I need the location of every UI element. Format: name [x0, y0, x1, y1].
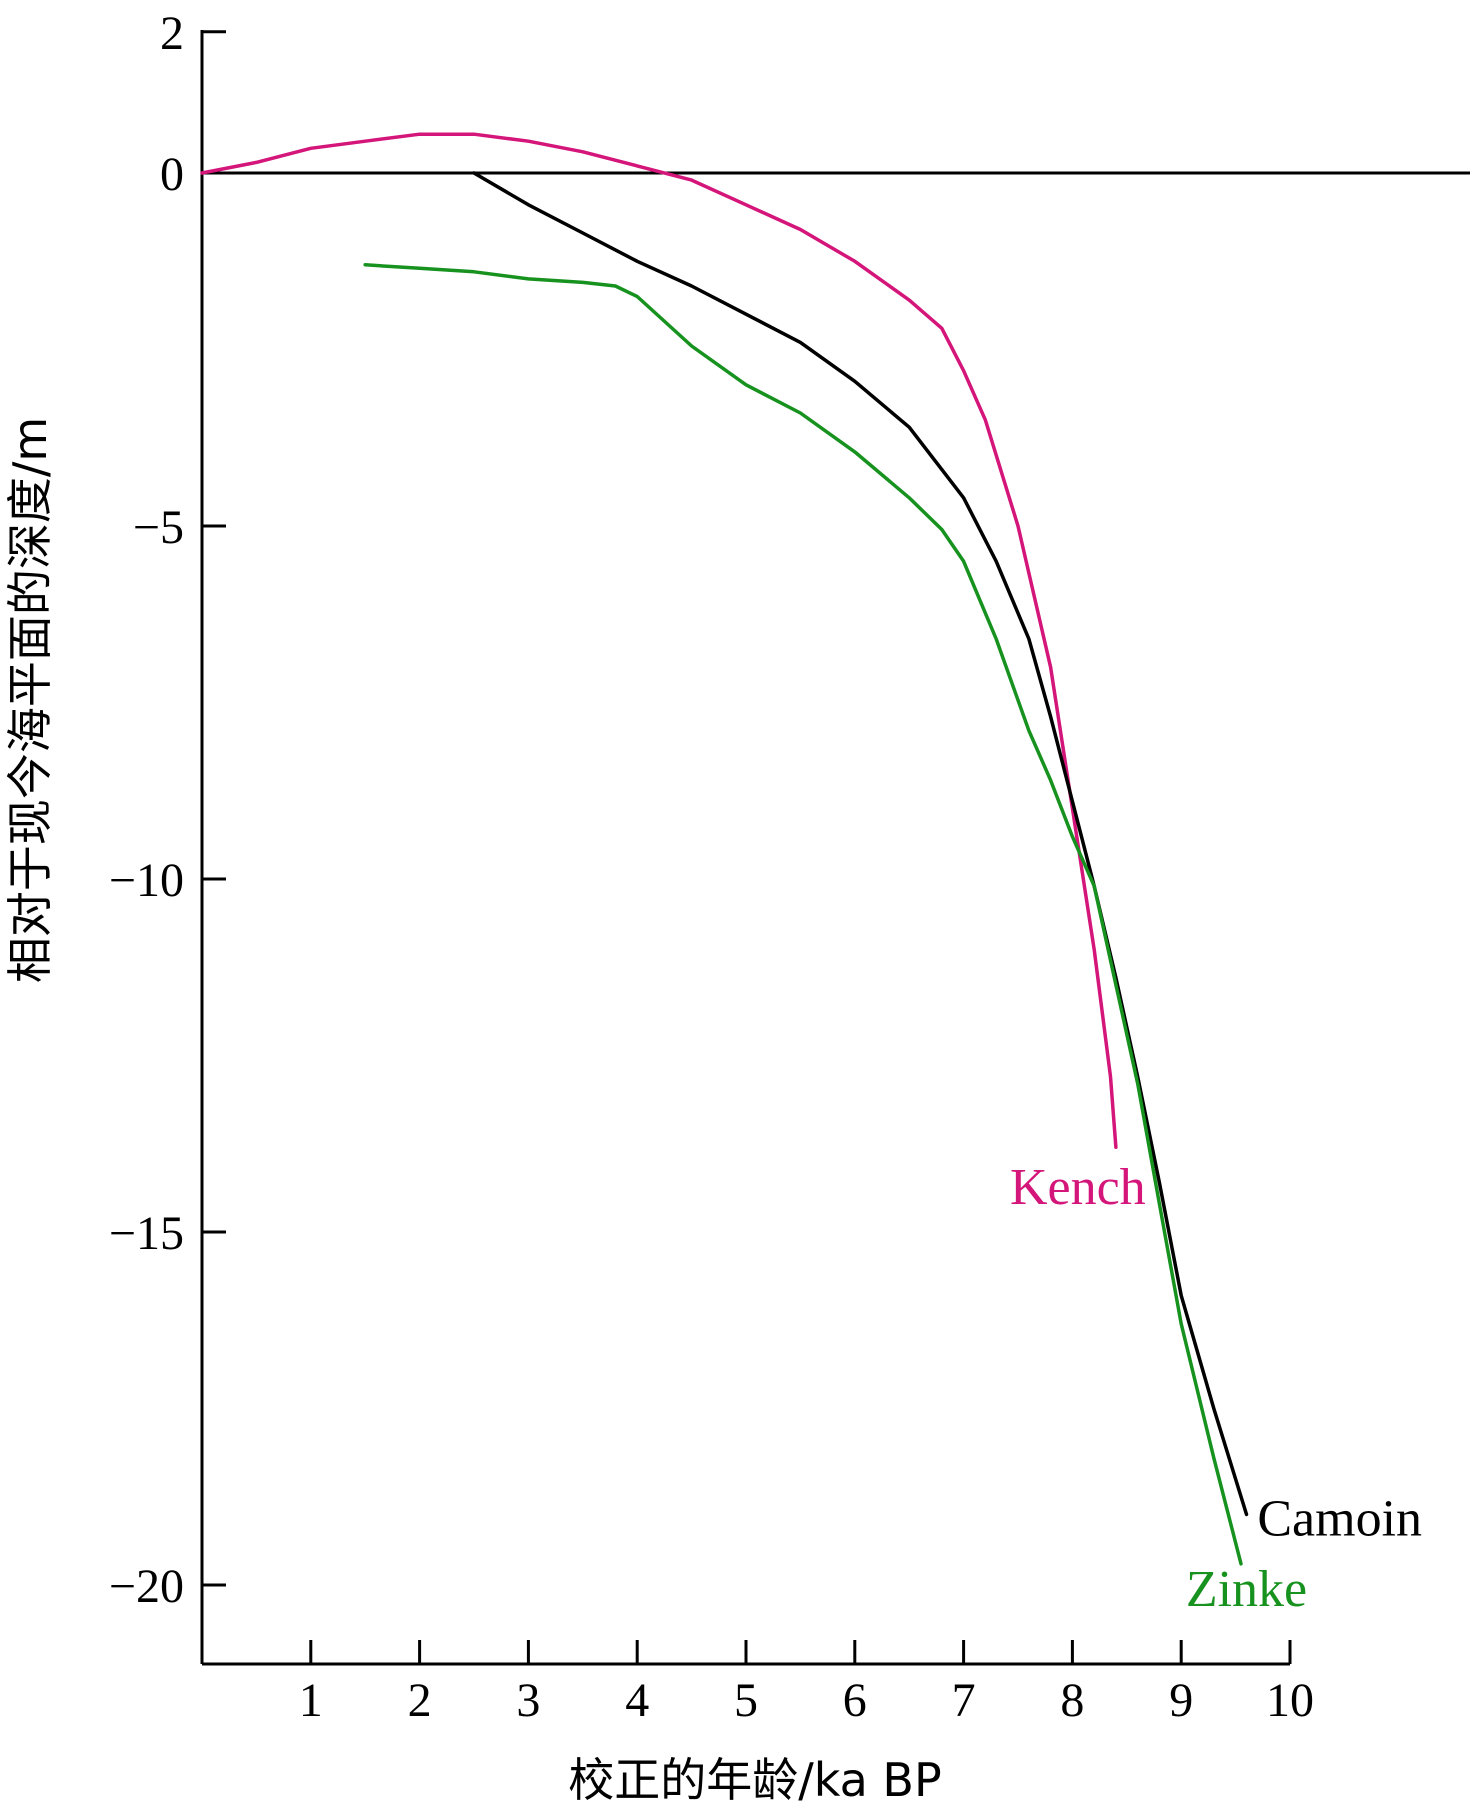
x-tick-label-1: 1	[299, 1674, 323, 1727]
y-tick-label-5: −20	[109, 1560, 184, 1613]
series-label-zinke: Zinke	[1186, 1561, 1307, 1618]
y-tick-label-0: 2	[160, 7, 184, 60]
x-tick-label-7: 7	[952, 1674, 976, 1727]
series-line-kench	[200, 132, 1118, 1150]
x-tick-label-10: 10	[1266, 1674, 1314, 1727]
y-tick-label-2: −5	[133, 501, 184, 554]
x-tick-label-9: 9	[1169, 1674, 1193, 1727]
series-line-camoin	[472, 171, 1249, 1517]
x-tick-label-8: 8	[1060, 1674, 1084, 1727]
x-tick-label-2: 2	[408, 1674, 432, 1727]
x-axis-title: 校正的年龄/ka BP	[568, 1753, 941, 1807]
x-tick-label-4: 4	[625, 1674, 649, 1727]
series-label-kench: Kench	[1010, 1159, 1146, 1216]
y-axis-title: 相对于现今海平面的深度/m	[3, 417, 57, 983]
axes: 1 2 3 4 5 6 7 8 9 10 2 0 −5 −10 −15 −20	[109, 7, 1470, 1727]
x-tick-label-6: 6	[843, 1674, 867, 1727]
x-tick-label-5: 5	[734, 1674, 758, 1727]
series-layer	[200, 132, 1249, 1566]
y-tick-label-1: 0	[160, 148, 184, 201]
y-tick-label-4: −15	[109, 1207, 184, 1260]
series-line-zinke	[363, 263, 1243, 1566]
y-tick-label-3: −10	[109, 854, 184, 907]
x-tick-label-3: 3	[516, 1674, 540, 1727]
labels-layer: Kench Camoin Zinke	[1010, 1159, 1422, 1618]
series-label-camoin: Camoin	[1257, 1491, 1422, 1548]
